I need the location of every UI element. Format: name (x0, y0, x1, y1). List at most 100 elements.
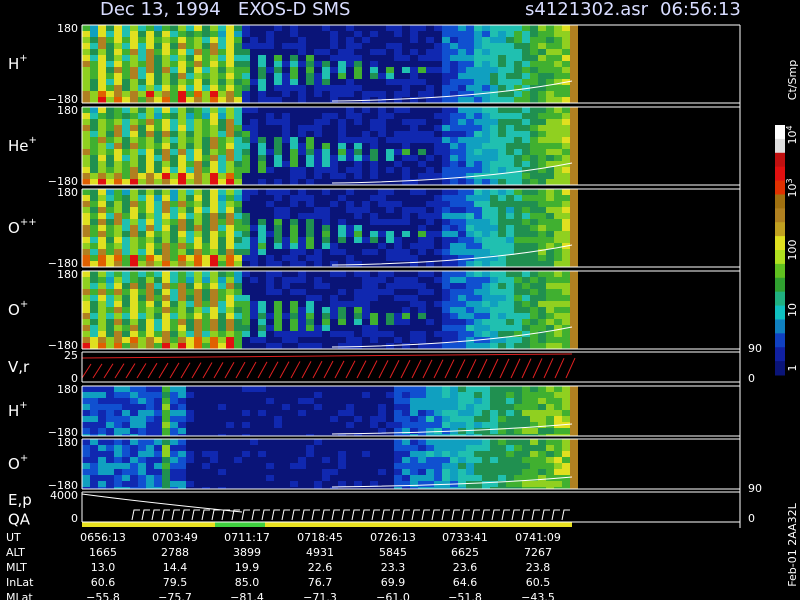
texture-cell (218, 213, 226, 219)
texture-cell (330, 149, 338, 155)
texture-cell (514, 261, 522, 267)
texture-cell (554, 97, 562, 103)
texture-cell (394, 434, 402, 436)
texture-cell (570, 79, 578, 85)
texture-cell (290, 201, 298, 207)
texture-cell (426, 398, 434, 404)
texture-cell (346, 189, 354, 195)
texture-cell (370, 392, 378, 398)
texture-cell (106, 143, 114, 149)
texture-cell (506, 67, 514, 73)
texture-cell (210, 201, 218, 207)
texture-cell (362, 219, 370, 225)
texture-cell (90, 161, 98, 167)
texture-cell (138, 55, 146, 61)
texture-cell (282, 255, 290, 261)
texture-cell (218, 131, 226, 137)
texture-cell (538, 219, 546, 225)
texture-cell (226, 85, 234, 91)
texture-cell (554, 313, 562, 319)
texture-cell (442, 91, 450, 97)
texture-cell (242, 237, 250, 243)
texture-cell (250, 463, 258, 469)
texture-cell (314, 422, 322, 428)
texture-cell (506, 113, 514, 119)
texture-cell (250, 481, 258, 487)
texture-cell (186, 451, 194, 457)
texture-cell (210, 428, 218, 434)
texture-cell (354, 439, 362, 445)
texture-cell (82, 249, 90, 255)
texture-cell (530, 428, 538, 434)
texture-cell (130, 237, 138, 243)
texture-cell (242, 79, 250, 85)
texture-cell (386, 201, 394, 207)
texture-cell (322, 343, 330, 349)
texture-cell (466, 469, 474, 475)
texture-cell (90, 481, 98, 487)
texture-cell (354, 469, 362, 475)
texture-cell (282, 161, 290, 167)
texture-cell (314, 337, 322, 343)
texture-cell (466, 125, 474, 131)
texture-cell (250, 271, 258, 277)
texture-cell (178, 301, 186, 307)
texture-cell (346, 237, 354, 243)
texture-cell (218, 428, 226, 434)
texture-cell (570, 277, 578, 283)
texture-cell (290, 475, 298, 481)
texture-cell (554, 237, 562, 243)
texture-cell (130, 261, 138, 267)
texture-cell (138, 219, 146, 225)
texture-cell (370, 249, 378, 255)
texture-cell (386, 487, 394, 489)
texture-cell (538, 434, 546, 436)
texture-cell (162, 37, 170, 43)
texture-cell (282, 331, 290, 337)
texture-cell (290, 301, 298, 307)
texture-cell (234, 277, 242, 283)
texture-cell (490, 410, 498, 416)
texture-cell (242, 277, 250, 283)
texture-cell (282, 475, 290, 481)
texture-cell (410, 410, 418, 416)
texture-cell (514, 43, 522, 49)
texture-cell (482, 463, 490, 469)
texture-cell (282, 325, 290, 331)
texture-cell (394, 481, 402, 487)
texture-cell (522, 295, 530, 301)
texture-cell (298, 469, 306, 475)
texture-cell (250, 201, 258, 207)
texture-cell (170, 271, 178, 277)
texture-cell (474, 213, 482, 219)
texture-cell (386, 67, 394, 73)
texture-cell (170, 131, 178, 137)
texture-cell (90, 55, 98, 61)
texture-cell (250, 386, 258, 392)
texture-cell (386, 173, 394, 179)
texture-cell (434, 410, 442, 416)
texture-cell (506, 457, 514, 463)
texture-cell (546, 179, 554, 185)
texture-cell (234, 343, 242, 349)
texture-cell (122, 249, 130, 255)
texture-cell (306, 207, 314, 213)
texture-cell (410, 37, 418, 43)
texture-cell (194, 67, 202, 73)
texture-cell (122, 416, 130, 422)
texture-cell (90, 25, 98, 31)
texture-cell (130, 131, 138, 137)
texture-cell (162, 125, 170, 131)
texture-cell (418, 201, 426, 207)
texture-cell (450, 79, 458, 85)
texture-cell (514, 85, 522, 91)
texture-cell (450, 301, 458, 307)
texture-cell (130, 207, 138, 213)
texture-cell (242, 386, 250, 392)
texture-cell (82, 404, 90, 410)
texture-cell (546, 231, 554, 237)
texture-cell (418, 416, 426, 422)
texture-cell (538, 451, 546, 457)
texture-cell (410, 67, 418, 73)
texture-cell (138, 249, 146, 255)
